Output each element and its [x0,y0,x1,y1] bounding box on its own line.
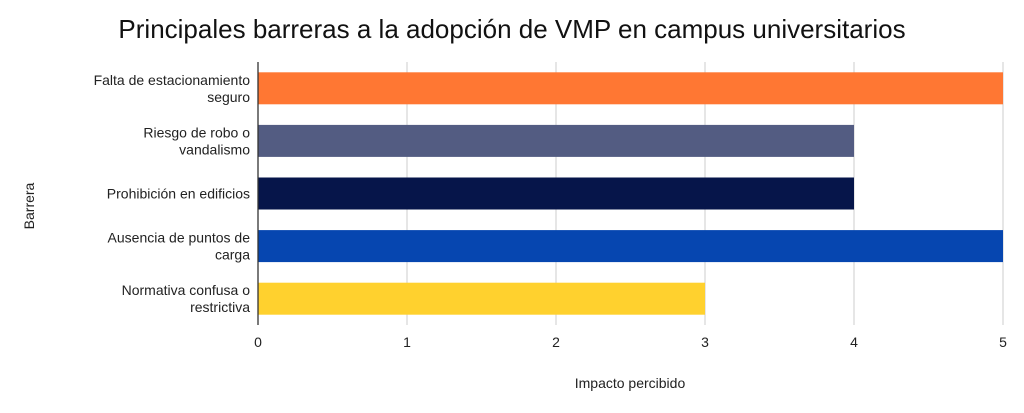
x-tick-label: 5 [999,334,1007,350]
category-label-line: Prohibición en edificios [107,186,250,202]
category-label-line: Normativa confusa o [122,282,251,298]
bar [258,177,854,210]
x-tick-label: 3 [701,334,709,350]
category-labels: Falta de estacionamiento seguro Riesgo de … [94,72,251,315]
x-tick-label: 4 [850,334,858,350]
bar [258,72,1003,105]
y-axis-label: Barrera [21,182,37,229]
bar [258,230,1003,263]
x-tick-label: 0 [254,334,262,350]
bar [258,124,854,157]
category-label: Normativa confusa o restrictiva [122,282,251,315]
category-label: Ausencia de puntos de carga [108,230,251,263]
bar [258,282,705,315]
category-label-line: Ausencia de puntos de [108,230,251,246]
category-label-line: vandalismo [179,141,250,157]
category-label: Falta de estacionamiento seguro [94,72,251,105]
x-tick-label: 2 [552,334,560,350]
category-label-line: Falta de estacionamiento [94,72,251,88]
category-label-line: Riesgo de robo o [143,124,250,140]
category-label-line: restrictiva [190,299,250,315]
x-tick-labels: 0 1 2 3 4 5 [254,334,1007,350]
category-label: Riesgo de robo o vandalismo [143,124,250,157]
category-label: Prohibición en edificios [107,186,250,202]
x-tick-label: 1 [403,334,411,350]
chart-title: Principales barreras a la adopción de VM… [118,14,906,44]
category-label-line: carga [215,247,250,263]
bars [258,72,1003,315]
x-axis-label: Impacto percibido [575,375,686,391]
category-label-line: seguro [207,89,250,105]
